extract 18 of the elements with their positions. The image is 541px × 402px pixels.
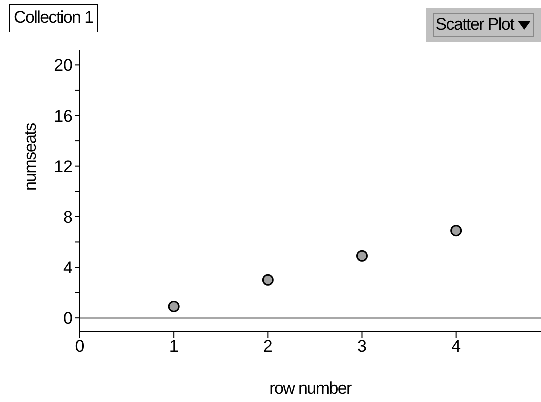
x-tick-label: 3: [358, 337, 367, 356]
y-tick-label: 0: [64, 309, 73, 328]
y-tick-label: 20: [54, 56, 73, 76]
y-tick-label: 4: [64, 258, 73, 278]
point: [356, 250, 368, 262]
x-tick-label: 1: [169, 337, 179, 356]
y-tick-label: 12: [54, 157, 73, 176]
x-tick-label: 4: [452, 337, 462, 356]
y-tick-label: 8: [64, 208, 73, 227]
text: Scatter Plot: [436, 15, 514, 35]
point: [450, 225, 462, 237]
y-axis-title: numseats: [21, 123, 40, 191]
point: [168, 300, 180, 312]
x-tick-label: 2: [263, 337, 273, 356]
chart-title: Collection 1: [9, 4, 98, 32]
x-axis-title: row number: [270, 379, 353, 398]
y-tick-label: 16: [54, 106, 73, 126]
point: [262, 274, 274, 286]
